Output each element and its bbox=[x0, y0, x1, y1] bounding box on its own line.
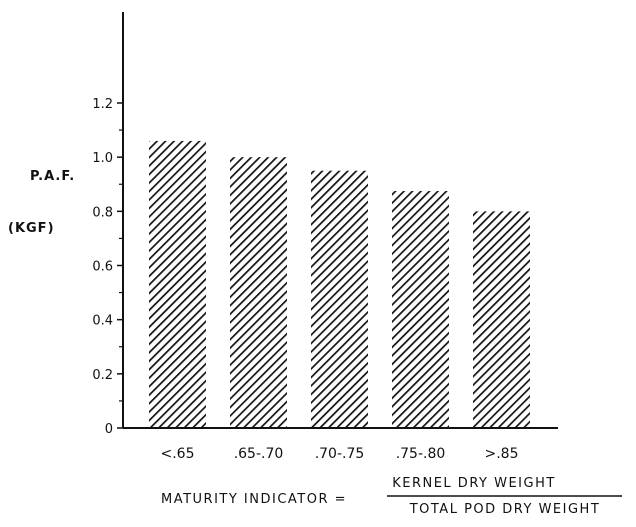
y-tick-label: 0.8 bbox=[92, 205, 113, 220]
y-axis-label-line2: (KGF) bbox=[8, 221, 55, 236]
bars bbox=[149, 140, 530, 429]
x-category-label: >.85 bbox=[485, 446, 519, 462]
bar-1 bbox=[149, 140, 206, 428]
bar-2 bbox=[230, 157, 287, 428]
y-tick-label: 0 bbox=[105, 422, 113, 437]
y-tick-label: 0.4 bbox=[92, 314, 113, 329]
x-category-label: <.65 bbox=[161, 446, 195, 462]
y-tick-label: 1.0 bbox=[92, 151, 113, 166]
x-axis-label-prefix: MATURITY INDICATOR = bbox=[161, 492, 347, 507]
bar-3 bbox=[311, 170, 368, 429]
y-tick-label: 0.2 bbox=[92, 368, 113, 383]
y-tick-label: 0.6 bbox=[92, 260, 113, 275]
x-axis-label-denominator: TOTAL POD DRY WEIGHT bbox=[409, 502, 601, 517]
bar-5 bbox=[473, 211, 530, 428]
y-axis-label-line1: P.A.F. bbox=[30, 169, 75, 184]
y-tick-label: 1.2 bbox=[92, 97, 113, 112]
x-category-label: .70-.75 bbox=[315, 446, 365, 462]
x-axis-label-numerator: KERNEL DRY WEIGHT bbox=[392, 476, 556, 491]
y-ticks: 0 0.2 0.4 0.6 0.8 1.0 1.2 bbox=[92, 97, 123, 437]
x-category-labels: <.65 .65-.70 .70-.75 .75-.80 >.85 bbox=[161, 446, 519, 462]
x-category-label: .65-.70 bbox=[234, 446, 284, 462]
bar-4 bbox=[392, 191, 449, 428]
x-category-label: .75-.80 bbox=[396, 446, 446, 462]
